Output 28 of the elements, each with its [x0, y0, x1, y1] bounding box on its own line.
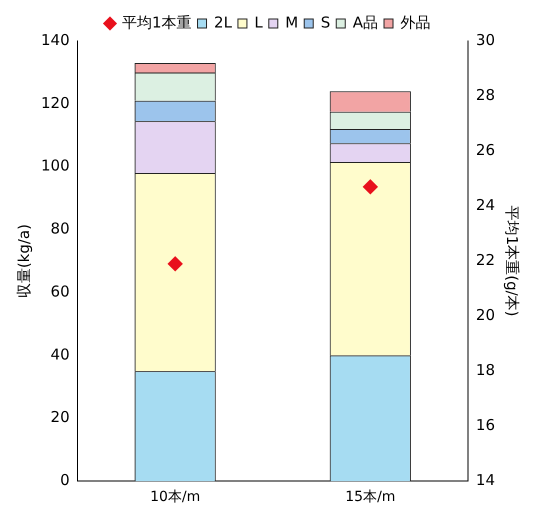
legend-label: L [254, 13, 264, 32]
y2-tick-label: 24 [476, 196, 496, 214]
legend-label: A品 [352, 13, 378, 32]
y2-tick-label: 22 [476, 250, 496, 269]
y-tick-label: 60 [50, 282, 70, 300]
y-tick-label: 40 [50, 345, 70, 364]
x-tick-label: 10本/m [150, 489, 200, 506]
legend-label: M [285, 13, 298, 32]
legend-label: 2L [214, 13, 233, 32]
y-tick-label: 20 [50, 408, 70, 426]
y-tick-label: 120 [40, 94, 70, 112]
y-tick-label: 0 [60, 471, 70, 490]
y2-tick-label: 18 [476, 361, 496, 380]
y2-axis-title: 平均1本重(g/本) [503, 206, 522, 317]
x-tick-label: 15本/m [345, 489, 396, 506]
y-tick-label: 100 [40, 156, 70, 175]
y2-tick-label: 28 [476, 86, 496, 104]
y-tick-label: 140 [40, 30, 70, 49]
legend-label: S [320, 13, 330, 32]
y2-tick-label: 26 [476, 140, 496, 159]
y2-tick-label: 14 [476, 471, 496, 490]
y2-tick-label: 30 [476, 30, 496, 49]
y-axis-title: 収量(kg/a) [14, 224, 33, 298]
legend-label: 平均1本重 [122, 13, 192, 32]
legend-label: 外品 [400, 13, 431, 32]
y-tick-label: 80 [50, 220, 70, 238]
y2-tick-label: 16 [476, 416, 496, 434]
y2-tick-label: 20 [476, 306, 496, 324]
